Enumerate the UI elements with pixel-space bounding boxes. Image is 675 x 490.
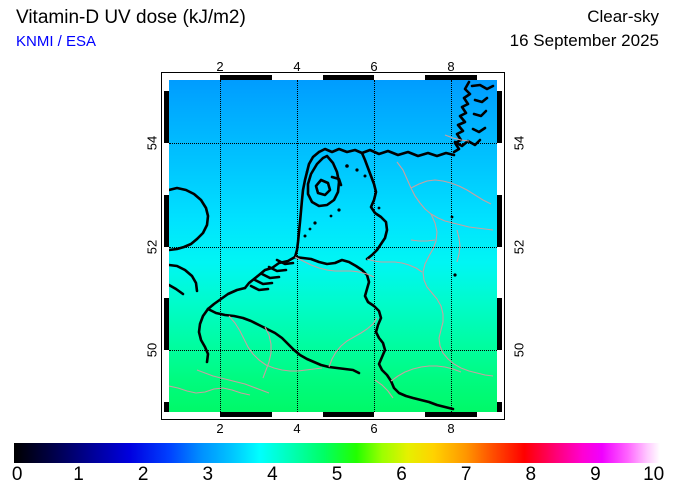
colorbar-tick-6: 6 (396, 464, 407, 485)
ruler-segment (164, 80, 169, 91)
ruler-segment (164, 350, 169, 402)
lon-tick-top-4: 4 (293, 59, 301, 74)
ruler-segment (272, 75, 323, 80)
colorbar-tick-5: 5 (331, 464, 343, 485)
ruler-segment (164, 247, 169, 298)
ruler-segment (374, 412, 425, 417)
forecast-date-label: 16 September 2025 (509, 31, 659, 50)
uv-dose-colorbar (14, 443, 660, 463)
lon-tick-bottom-8: 8 (447, 421, 455, 436)
lon-tick-bottom-4: 4 (293, 421, 301, 436)
lat-tick-right-54: 54 (511, 135, 527, 151)
lat-tick-right-52: 52 (511, 239, 527, 255)
colorbar-tick-4: 4 (267, 464, 278, 485)
lat-tick-left-52: 52 (144, 239, 160, 255)
axis-ruler-bottom (169, 412, 497, 417)
colorbar-tick-8: 8 (525, 464, 537, 485)
colorbar-tick-1: 1 (73, 464, 84, 485)
ruler-segment (497, 247, 502, 298)
ruler-segment (169, 75, 220, 80)
colorbar-tick-10: 10 (643, 464, 665, 485)
ruler-segment (374, 75, 425, 80)
ruler-segment (164, 143, 169, 195)
map-plot-area[interactable] (169, 80, 497, 412)
ruler-segment (272, 412, 323, 417)
colorbar-tick-9: 9 (590, 464, 601, 485)
lon-tick-top-8: 8 (447, 59, 455, 74)
axis-ruler-left (164, 80, 169, 412)
lat-tick-left-54: 54 (144, 135, 160, 151)
lon-tick-bottom-2: 2 (216, 421, 224, 436)
ruler-segment (477, 75, 497, 80)
institute-credit: KNMI / ESA (16, 33, 97, 50)
colorbar-tick-7: 7 (460, 464, 472, 485)
ruler-segment (497, 350, 502, 402)
ruler-segment (497, 143, 502, 195)
page-title: Vitamin-D UV dose (kJ/m2) (16, 7, 246, 28)
sky-condition-label: Clear-sky (587, 7, 659, 26)
ruler-segment (169, 412, 220, 417)
colorbar-tick-2: 2 (137, 464, 149, 485)
lon-tick-top-6: 6 (370, 59, 378, 74)
colorbar-tick-0: 0 (11, 464, 23, 485)
lat-tick-right-50: 50 (511, 342, 527, 358)
ruler-segment (497, 80, 502, 91)
lon-tick-bottom-6: 6 (370, 421, 378, 436)
coastline-overlay (169, 80, 495, 411)
lat-tick-left-50: 50 (144, 342, 160, 358)
ruler-segment (477, 412, 497, 417)
colorbar-tick-3: 3 (202, 464, 214, 485)
axis-ruler-top (169, 75, 497, 80)
lon-tick-top-2: 2 (216, 59, 224, 74)
axis-ruler-right (497, 80, 502, 412)
